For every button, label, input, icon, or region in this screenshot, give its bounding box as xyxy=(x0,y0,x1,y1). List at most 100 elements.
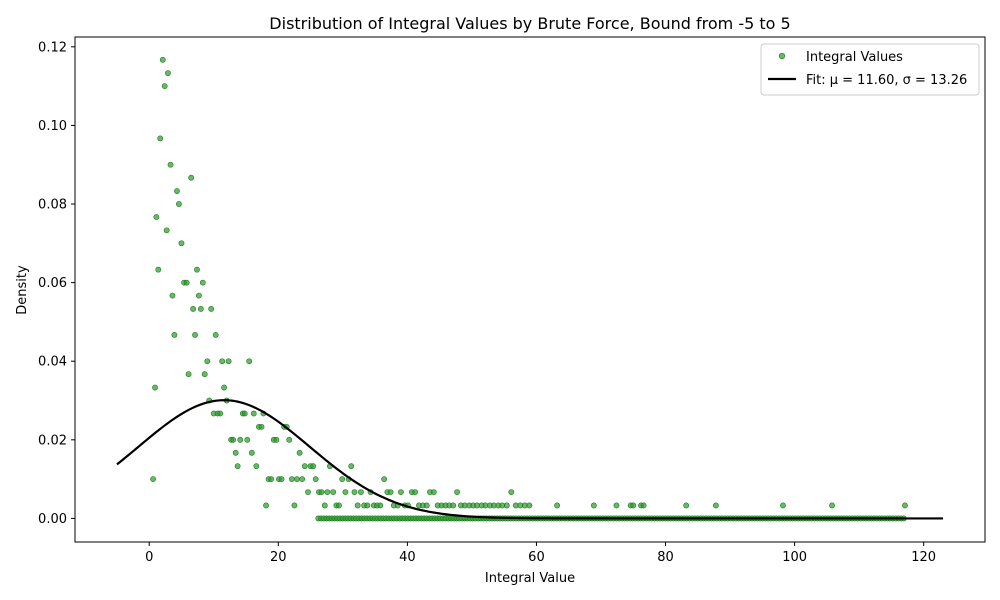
scatter-points xyxy=(150,56,908,522)
x-tick-label: 40 xyxy=(399,550,416,565)
data-point xyxy=(244,436,251,443)
data-point xyxy=(286,436,293,443)
data-point xyxy=(312,476,319,483)
y-axis-ticks: 0.00 0.02 0.04 0.06 0.08 0.10 0.12 xyxy=(38,40,75,527)
data-point xyxy=(230,436,237,443)
data-point xyxy=(351,489,358,495)
x-axis-ticks: 0 20 40 60 80 100 120 xyxy=(145,542,936,565)
data-point xyxy=(342,489,349,495)
x-tick-label: 80 xyxy=(657,550,674,565)
y-tick-label: 0.12 xyxy=(38,40,67,55)
legend: Integral Values Fit: μ = 11.60, σ = 13.2… xyxy=(760,43,980,96)
data-point xyxy=(780,502,786,509)
plot-area xyxy=(74,36,986,543)
data-point xyxy=(253,463,260,470)
data-point xyxy=(196,292,202,299)
data-point xyxy=(348,463,355,470)
data-point xyxy=(273,436,280,443)
data-point xyxy=(590,502,597,509)
data-point xyxy=(208,306,215,312)
y-tick-label: 0.04 xyxy=(38,355,67,370)
data-point xyxy=(310,463,317,470)
x-tick-label: 20 xyxy=(270,550,287,565)
data-point xyxy=(167,161,174,168)
data-point xyxy=(683,502,690,509)
data-point xyxy=(288,476,295,483)
data-point xyxy=(377,502,384,509)
data-point xyxy=(263,502,269,509)
data-point xyxy=(902,502,908,509)
data-point xyxy=(712,502,719,509)
y-tick-label: 0.10 xyxy=(38,119,67,134)
data-point xyxy=(241,410,248,417)
data-point xyxy=(291,502,298,509)
data-point xyxy=(199,279,206,286)
data-point xyxy=(305,489,311,495)
data-point xyxy=(165,70,171,77)
data-point xyxy=(161,83,168,90)
data-point xyxy=(194,266,200,273)
data-point xyxy=(157,135,164,142)
legend-label-fit: Fit: μ = 11.60, σ = 13.26 xyxy=(806,73,967,88)
y-tick-label: 0.08 xyxy=(38,198,67,213)
data-point xyxy=(192,331,198,338)
data-point xyxy=(234,463,241,470)
data-point xyxy=(163,227,170,234)
x-tick-label: 0 xyxy=(145,550,153,565)
y-tick-label: 0.06 xyxy=(38,276,67,291)
data-point xyxy=(201,371,208,378)
data-point xyxy=(268,476,275,483)
y-tick-label: 0.02 xyxy=(38,433,67,448)
data-point xyxy=(155,266,162,273)
data-point xyxy=(554,502,561,509)
x-tick-label: 60 xyxy=(528,550,545,565)
data-point xyxy=(219,358,226,365)
data-point xyxy=(178,240,185,247)
data-point xyxy=(250,410,257,417)
data-point xyxy=(299,476,306,483)
data-point xyxy=(503,502,510,509)
data-point xyxy=(321,502,328,509)
data-point xyxy=(190,306,197,312)
data-point xyxy=(225,358,232,365)
data-point xyxy=(301,463,308,470)
data-point xyxy=(412,489,419,495)
data-point xyxy=(188,174,195,181)
data-point xyxy=(153,214,160,220)
x-axis-label: Integral Value xyxy=(485,571,575,586)
legend-box xyxy=(760,43,980,96)
x-tick-label: 120 xyxy=(911,550,936,565)
y-axis-label: Density xyxy=(15,265,30,315)
data-point xyxy=(197,306,204,312)
data-point xyxy=(454,489,460,495)
data-point xyxy=(398,489,404,495)
data-point xyxy=(152,384,158,391)
data-point xyxy=(526,502,533,509)
data-point xyxy=(183,279,190,286)
data-point xyxy=(354,502,361,509)
data-point xyxy=(364,502,371,509)
data-point xyxy=(278,476,285,483)
data-point xyxy=(330,489,337,495)
data-point xyxy=(640,502,647,509)
data-point xyxy=(221,384,227,391)
chart-title: Distribution of Integral Values by Brute… xyxy=(269,14,790,33)
data-point xyxy=(174,188,180,194)
data-point xyxy=(430,489,437,495)
data-point xyxy=(358,489,364,495)
data-point xyxy=(423,502,430,509)
data-point xyxy=(294,476,300,483)
legend-label-integral-values: Integral Values xyxy=(806,50,903,65)
data-point xyxy=(829,502,835,509)
fit-curve xyxy=(116,399,944,520)
data-point xyxy=(258,423,265,430)
data-point xyxy=(336,502,342,509)
data-point xyxy=(176,201,182,207)
data-point xyxy=(159,56,166,63)
data-point xyxy=(381,476,388,483)
data-point xyxy=(296,449,303,456)
data-point xyxy=(217,410,224,417)
data-point xyxy=(204,358,211,365)
